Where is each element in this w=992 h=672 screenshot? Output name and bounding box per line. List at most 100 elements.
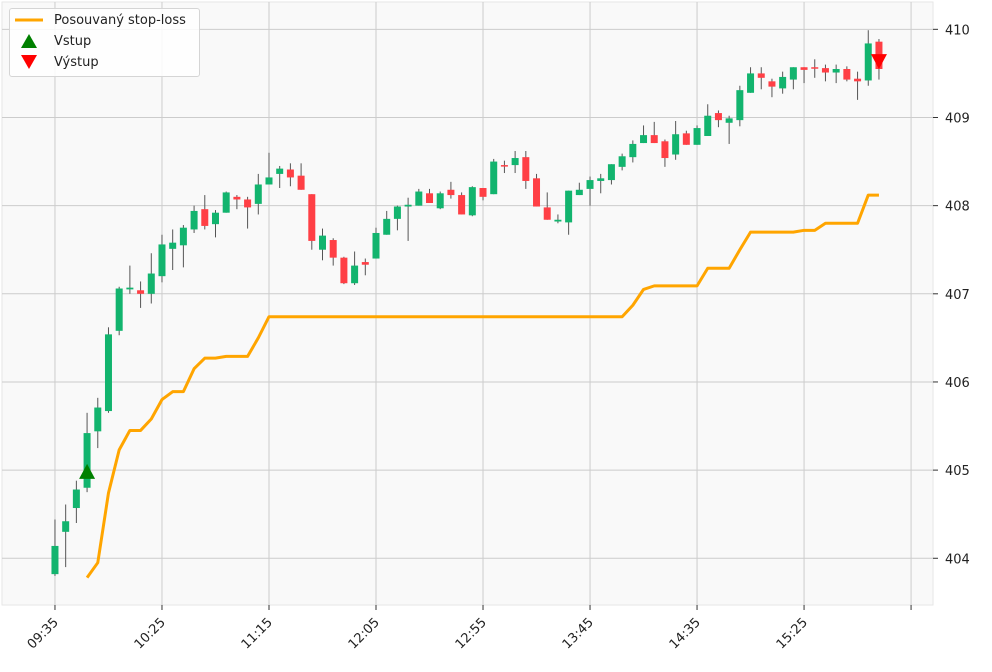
candle-body [650, 135, 658, 144]
candle-body [811, 67, 819, 69]
candle-body [447, 189, 455, 196]
candle [126, 265, 134, 294]
candle [415, 188, 423, 206]
candle-body [318, 235, 326, 250]
candle [83, 412, 91, 493]
candle-body [308, 194, 316, 241]
candle-body [126, 287, 134, 290]
candle-body [51, 545, 59, 575]
candle-body [821, 68, 829, 73]
candle [137, 281, 145, 308]
x-tick-label: 12:55 [453, 615, 490, 652]
candle [843, 66, 851, 82]
candle [650, 121, 658, 144]
candle [393, 205, 401, 231]
triangle-down-icon [21, 55, 37, 69]
candle-body [789, 67, 797, 80]
candle-body [736, 90, 744, 121]
candle-body [522, 157, 530, 181]
candle-body [329, 240, 337, 258]
candle-body [843, 69, 851, 80]
stop-loss-line [85, 193, 879, 579]
candle [533, 173, 541, 207]
candle-body [661, 141, 669, 159]
candle [811, 59, 819, 78]
legend-item-exit: Výstup [10, 52, 199, 72]
candle-body [104, 334, 112, 412]
candle-body [147, 273, 155, 294]
candle [607, 164, 615, 185]
candle [222, 191, 230, 213]
candle-body [201, 209, 209, 226]
candle [211, 210, 219, 238]
candle [329, 238, 337, 266]
candle [565, 190, 573, 235]
y-tick-label: 404 [945, 552, 970, 567]
candle [629, 140, 637, 163]
candle-body [693, 128, 701, 145]
candle-body [768, 81, 776, 87]
legend-item-entry: Vstup [10, 31, 199, 51]
candle-body [575, 189, 583, 196]
candle-body [747, 73, 755, 93]
candle [458, 192, 466, 215]
candle-body [340, 257, 348, 284]
candle-body [233, 196, 241, 200]
candle [725, 115, 733, 144]
candle [789, 67, 797, 90]
candle [318, 228, 326, 261]
candle-body [854, 78, 862, 82]
candle [233, 195, 241, 210]
candle-body [137, 290, 145, 294]
candle-body [479, 188, 487, 197]
candle-body [361, 262, 369, 265]
candle-body [864, 43, 872, 81]
y-tick-label: 405 [945, 464, 970, 479]
candle-body [554, 219, 562, 222]
candle-body [640, 135, 648, 144]
candle-body [779, 76, 787, 89]
y-tick-label: 409 [945, 111, 970, 126]
candle [72, 480, 80, 524]
candle-body [629, 143, 637, 158]
candle [714, 110, 722, 128]
candle [543, 192, 551, 220]
candle [115, 286, 123, 336]
candle [832, 64, 840, 84]
legend-label-entry: Vstup [54, 33, 92, 49]
candle [800, 67, 808, 84]
candle-body [383, 218, 391, 235]
candle-body [490, 161, 498, 195]
candle [51, 519, 59, 576]
candle-body [351, 265, 359, 284]
y-tick-label: 407 [945, 288, 970, 303]
candle-body [607, 164, 615, 181]
candle-body [500, 165, 508, 167]
candle-body [682, 133, 690, 145]
triangle-up-icon [21, 34, 37, 48]
candle [244, 196, 252, 229]
candle-body [372, 232, 380, 259]
candle-body [244, 199, 252, 208]
candle [640, 125, 648, 144]
candle [693, 125, 701, 145]
candle [672, 121, 680, 160]
candle-body [832, 69, 840, 73]
legend-label-stop-loss: Posouvaný stop-loss [54, 12, 186, 28]
candle [104, 327, 112, 413]
candle [597, 173, 605, 194]
candle [158, 234, 166, 283]
candle-body [533, 178, 541, 207]
candle [383, 210, 391, 235]
x-tick-label: 14:35 [667, 615, 704, 652]
candle [286, 163, 294, 187]
x-tick-label: 12:05 [346, 615, 383, 652]
x-tick-label: 15:25 [774, 615, 811, 652]
candle-body [597, 178, 605, 181]
candle [372, 227, 380, 259]
candle [179, 225, 187, 268]
line-swatch-icon [15, 18, 43, 22]
candle [747, 67, 755, 93]
candle-body [436, 193, 444, 209]
